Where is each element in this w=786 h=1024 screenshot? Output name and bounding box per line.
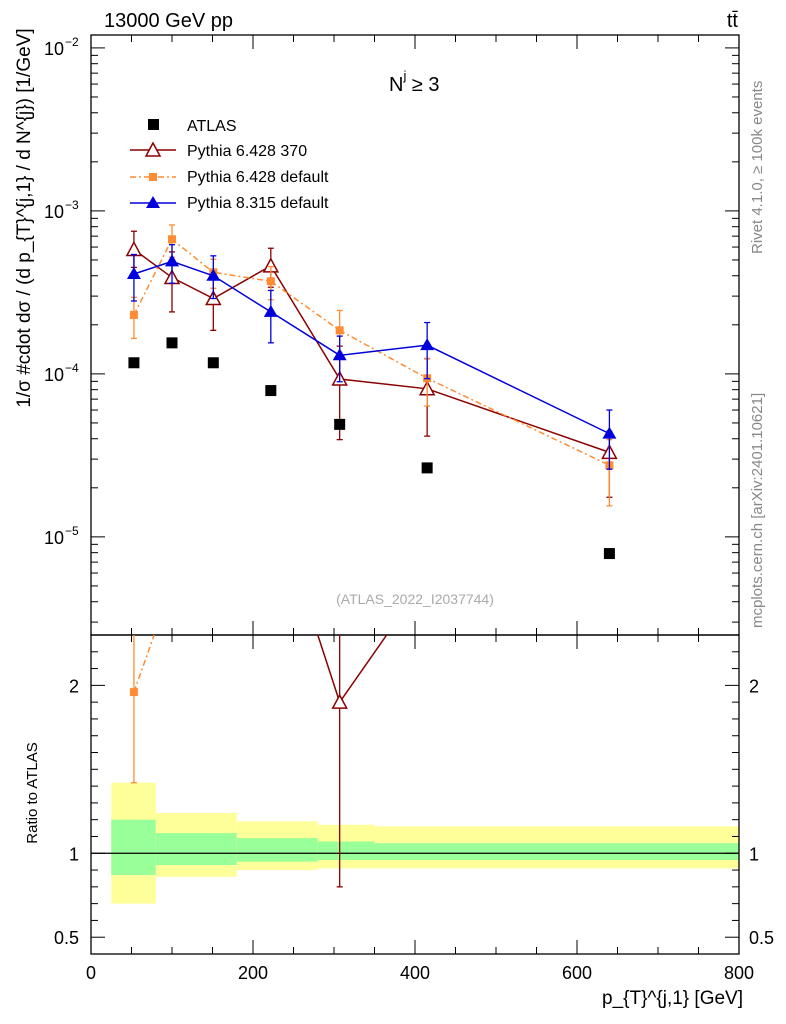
legend-label-pythia-6428-default: Pythia 6.428 default [187,169,329,186]
ratio-y-tick-label-right-1: 1 [749,844,759,864]
point-0-4 [334,418,346,430]
series-pythia-6428-default [129,224,614,507]
side-label-bottom: mcplots.cern.ch [arXiv:2401.10621] [749,393,766,628]
point-3-1 [165,254,179,267]
point-3-3 [263,304,278,317]
band-inner-0 [111,819,156,876]
legend-marker-pythia-8315-default [146,196,160,208]
x-tick-label-3: 600 [562,963,592,983]
y-tick-exp-0: −2 [65,35,79,49]
ratio-line-b-1 [339,634,388,703]
ratio-point-2-0 [129,688,138,697]
point-3-2 [206,268,221,281]
ratio-y-tick-label-right-2: 2 [749,676,759,696]
point-2-3 [266,277,275,286]
plot-title-rest: ≥ 3 [406,74,439,96]
x-tick-label-4: 800 [724,963,754,983]
point-1-0 [125,240,143,257]
band-inner-3 [317,841,375,860]
y-tick-label-1: 10 [44,202,64,222]
point-0-6 [603,548,615,560]
point-2-1 [168,235,176,244]
x-tick-label-2: 400 [400,963,430,983]
ratio-line-a-1 [317,634,341,703]
legend-label-pythia-6428-370: Pythia 6.428 370 [187,143,307,160]
band-inner-1 [155,833,237,866]
point-0-3 [265,385,277,397]
legend: ATLAS Pythia 6.428 370 Pythia 6.428 defa… [130,118,329,212]
band-inner-2 [236,838,318,862]
point-3-6 [602,426,617,439]
point-0-2 [207,357,219,369]
ratio-point-1-1 [331,693,348,709]
ratio-series [129,634,388,888]
point-0-5 [421,462,433,474]
y-tick-exp-2: −4 [65,361,79,375]
ratio-line-a-2 [133,634,155,693]
point-3-4 [332,348,347,361]
legend-label-pythia-8315-default: Pythia 8.315 default [187,195,329,212]
side-label-top: Rivet 4.1.0, ≥ 100k events [749,81,766,254]
ratio-y-tick-label-right-0: 0.5 [749,928,774,948]
y-axis-label: 1/σ #cdot dσ / (d p_{T}^{j,1} / d N^{j})… [14,28,35,407]
point-3-5 [420,338,435,351]
plot-title-sup: j [402,68,406,83]
x-axis-label: p_{T}^{j,1} [GeV] [602,988,743,1009]
axis-ticks [90,35,740,954]
series-line-3 [133,260,610,435]
point-2-0 [129,310,138,319]
y-tick-label-2: 10 [44,365,64,385]
y-tick-exp-3: −5 [65,524,79,538]
ratio-y-tick-label-1: 1 [69,844,79,864]
x-tick-label-0: 0 [86,963,96,983]
header-right: tt̄ [727,10,739,32]
ratio-y-tick-label-0: 0.5 [54,928,79,948]
x-tick-label-1: 200 [238,963,268,983]
plot-title-main: N [389,74,403,96]
point-3-0 [126,267,141,280]
point-2-4 [335,326,344,335]
y-tick-label-0: 10 [44,39,64,59]
plot-title: Nj ≥ 3 [389,68,440,96]
point-0-1 [166,337,178,349]
series-atlas [128,337,615,560]
series-pythia-8315-default [126,244,617,470]
legend-marker-pythia-6428-default [149,173,157,181]
ratio-bands [111,782,739,904]
legend-marker-pythia-6428-370 [144,141,162,157]
y-tick-label-3: 10 [44,528,64,548]
ratio-y-tick-label-2: 2 [69,676,79,696]
ratio-frame [90,634,740,955]
ratio-y-axis-label: Ratio to ATLAS [24,742,41,843]
header-left: 13000 GeV pp [104,10,233,32]
analysis-watermark: (ATLAS_2022_I2037744) [336,591,494,607]
band-inner-4 [374,843,739,860]
y-tick-exp-1: −3 [65,198,79,212]
legend-label-atlas: ATLAS [187,118,237,135]
legend-marker-atlas [148,119,159,130]
point-0-0 [128,357,140,369]
